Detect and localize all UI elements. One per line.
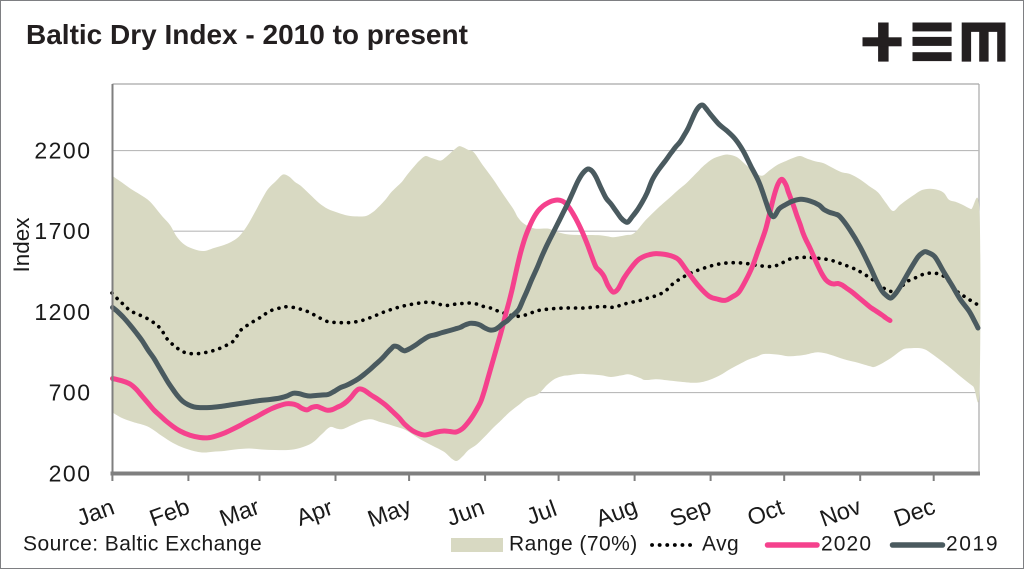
- svg-text:1700: 1700: [34, 218, 91, 244]
- svg-text:May: May: [364, 492, 415, 532]
- svg-text:Jun: Jun: [443, 494, 487, 531]
- svg-text:Mar: Mar: [216, 493, 263, 531]
- svg-text:2019: 2019: [946, 533, 999, 556]
- svg-text:Dec: Dec: [890, 493, 938, 532]
- svg-text:Sep: Sep: [666, 493, 714, 532]
- svg-text:Source: Baltic Exchange: Source: Baltic Exchange: [23, 533, 262, 556]
- svg-text:Range (70%): Range (70%): [509, 533, 638, 556]
- svg-text:Avg: Avg: [702, 533, 739, 556]
- svg-text:700: 700: [49, 380, 92, 406]
- svg-text:1200: 1200: [34, 299, 91, 325]
- svg-text:Nov: Nov: [816, 493, 864, 532]
- svg-text:Apr: Apr: [293, 494, 336, 531]
- svg-text:Jan: Jan: [73, 494, 117, 531]
- svg-text:Oct: Oct: [744, 494, 788, 531]
- svg-text:2200: 2200: [34, 138, 91, 164]
- svg-text:Aug: Aug: [592, 493, 640, 532]
- svg-text:2020: 2020: [821, 533, 872, 556]
- svg-text:Baltic Dry Index - 2010 to pre: Baltic Dry Index - 2010 to present: [26, 19, 468, 50]
- svg-text:200: 200: [49, 460, 92, 486]
- svg-text:Index: Index: [9, 217, 34, 273]
- svg-text:Feb: Feb: [146, 493, 193, 531]
- svg-text:Jul: Jul: [523, 495, 560, 530]
